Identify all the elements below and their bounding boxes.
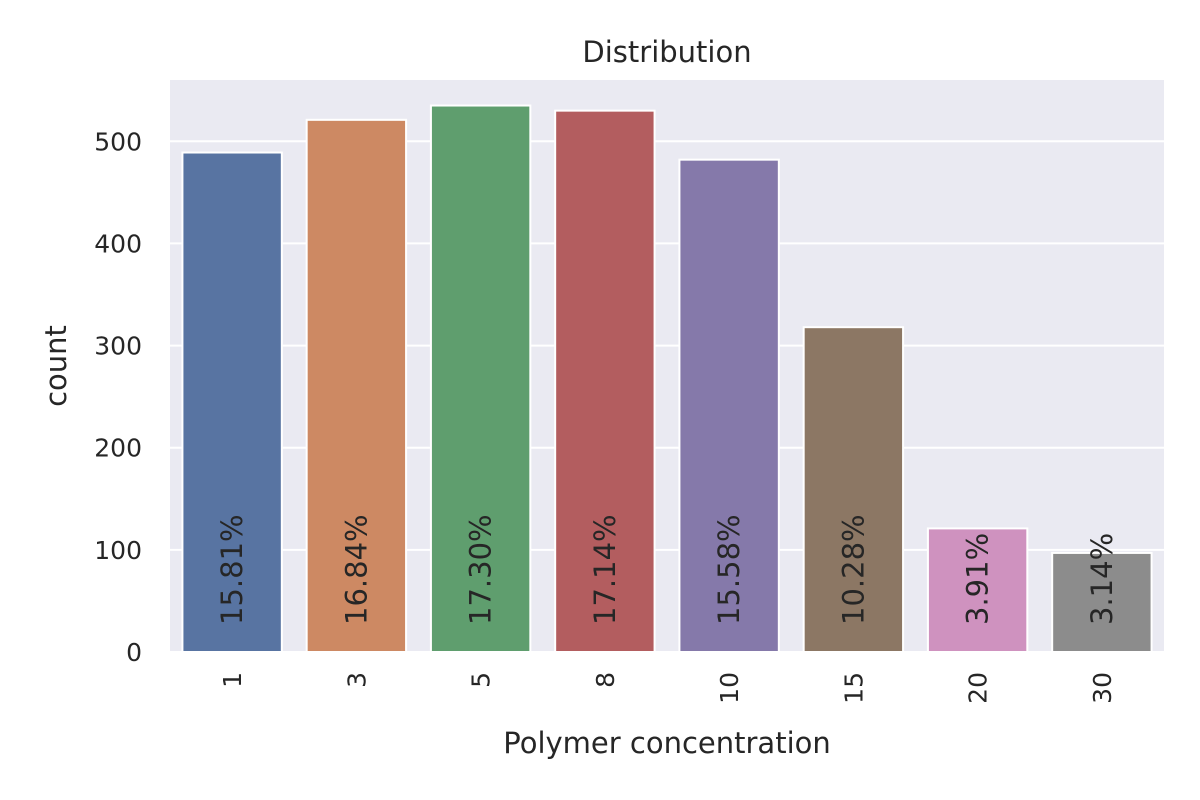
bar-3	[305, 118, 408, 654]
x-tick-label: 8	[591, 672, 620, 688]
bar-1	[181, 151, 283, 653]
y-tick-label: 300	[94, 332, 142, 361]
y-tick-labels: 0 100 200 300 400 500	[94, 127, 142, 667]
bar-percent-label: 3.91%	[961, 533, 995, 625]
bar-15	[802, 326, 905, 653]
bar-percent-label: 17.30%	[464, 514, 498, 625]
y-tick-label: 400	[94, 229, 142, 258]
bar-percent-label: 17.14%	[588, 514, 622, 625]
y-axis-label: count	[39, 325, 73, 407]
bar-percent-label: 16.84%	[339, 514, 373, 625]
x-tick-label: 20	[964, 672, 993, 704]
bar-5	[429, 104, 532, 654]
x-tick-label: 3	[342, 672, 371, 688]
x-tick-label: 15	[839, 672, 868, 704]
bar-percent-label: 10.28%	[836, 514, 870, 625]
x-tick-label: 30	[1088, 672, 1117, 704]
bar-percent-label: 3.14%	[1085, 533, 1119, 625]
x-tick-label: 1	[218, 672, 247, 688]
bar-30	[1051, 551, 1153, 654]
bar-percent-label: 15.81%	[215, 514, 249, 625]
bar-percent-label: 15.58%	[712, 514, 746, 625]
bar-10	[678, 158, 780, 654]
y-tick-label: 0	[126, 638, 142, 667]
y-tick-label: 100	[94, 536, 142, 565]
x-tick-labels: 1 3 5 8 10 15 20 30	[218, 672, 1117, 704]
x-axis-label: Polymer concentration	[503, 726, 831, 760]
bars: 15.81% 16.84% 17.30% 17.14% 15.58% 10.28% 3.91…	[181, 104, 1153, 654]
bar-20	[926, 527, 1029, 654]
bar-8	[554, 109, 656, 653]
y-tick-label: 500	[94, 127, 142, 156]
x-tick-label: 10	[715, 672, 744, 704]
chart-title: Distribution	[582, 35, 751, 69]
x-tick-label: 5	[467, 672, 496, 688]
y-tick-label: 200	[94, 434, 142, 463]
